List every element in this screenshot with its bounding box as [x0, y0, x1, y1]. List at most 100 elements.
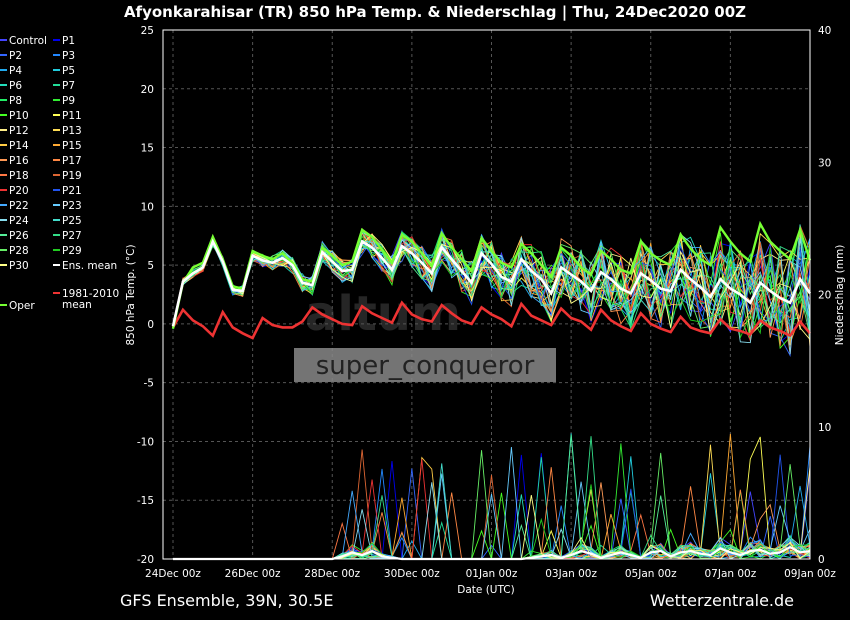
legend-item: P12	[0, 125, 29, 137]
legend-label: P21	[62, 185, 82, 197]
legend-item: P19	[53, 170, 82, 182]
legend-item: P4	[0, 65, 22, 77]
x-axis: 24Dec 00z 26Dec 00z 28Dec 00z 30Dec 00z 01Ja…	[145, 568, 836, 580]
legend-label: P30	[9, 260, 29, 272]
y2-tick-label: 20	[818, 290, 831, 302]
legend-label: P19	[62, 170, 82, 182]
x-tick-label: 30Dec 00z	[384, 568, 440, 580]
legend-label: P13	[62, 125, 82, 137]
y-tick-label: -15	[137, 495, 154, 507]
legend-item: P10	[0, 110, 29, 122]
legend-label: P6	[9, 80, 22, 92]
legend-label: P2	[9, 50, 22, 62]
x-tick-label: 05Jan 00z	[625, 568, 677, 580]
y-tick-label: 25	[141, 25, 154, 37]
legend-label: P14	[9, 140, 29, 152]
legend-item: P27	[53, 230, 82, 242]
y-tick-label: 20	[141, 84, 154, 96]
legend-item: P23	[53, 200, 82, 212]
legend-label: P8	[9, 95, 22, 107]
watermark-user: super_conqueror	[316, 351, 535, 381]
legend-item: P18	[0, 170, 29, 182]
legend-item: P11	[53, 110, 82, 122]
member-line	[172, 235, 811, 341]
legend-item: P9	[53, 95, 75, 107]
member-line	[172, 227, 811, 342]
legend-label: P17	[62, 155, 82, 167]
legend-item: P2	[0, 50, 22, 62]
legend-item: P6	[0, 80, 22, 92]
legend-item: P8	[0, 95, 22, 107]
legend-label: Ens. mean	[62, 260, 117, 272]
member-precip-line	[173, 457, 811, 560]
legend-item: P25	[53, 215, 82, 227]
legend-label: P12	[9, 125, 29, 137]
y-axis-label: 850 hPa Temp. (°C)	[125, 244, 137, 345]
x-tick-label: 07Jan 00z	[704, 568, 756, 580]
legend-item: P29	[53, 245, 82, 257]
climate-mean-line	[171, 300, 811, 340]
legend-item: P21	[53, 185, 82, 197]
y2-tick-label: 0	[818, 554, 825, 566]
legend-item: P3	[53, 50, 75, 62]
legend-item: P24	[0, 215, 29, 227]
legend-label: P11	[62, 110, 82, 122]
member-line	[172, 229, 811, 332]
y-tick-label: -5	[144, 378, 154, 390]
x-tick-label: 28Dec 00z	[304, 568, 360, 580]
legend-item: P30	[0, 260, 29, 272]
legend-label: P29	[62, 245, 82, 257]
legend-item: P17	[53, 155, 82, 167]
footer-right: Wetterzentrale.de	[649, 591, 794, 610]
legend-label: P22	[9, 200, 29, 212]
legend-label: P1	[62, 35, 75, 47]
watermark-box	[294, 348, 556, 382]
legend-item: P13	[53, 125, 82, 137]
y2-tick-label: 10	[818, 422, 831, 434]
legend-label: P27	[62, 230, 82, 242]
x-axis-label: Date (UTC)	[457, 584, 514, 596]
legend-item: Ens. mean	[53, 260, 117, 272]
y-axis: 25 20 15 10 5 0 -5 -10 -15 -20	[137, 25, 154, 566]
legend-label: mean	[62, 299, 92, 311]
member-line	[172, 228, 811, 330]
legend-item: P16	[0, 155, 29, 167]
legend-label: P20	[9, 185, 29, 197]
y-tick-label: -20	[137, 554, 154, 566]
legend-label: P3	[62, 50, 75, 62]
legend-item: P28	[0, 245, 29, 257]
legend-label: Control	[9, 35, 47, 47]
legend-item: P22	[0, 200, 29, 212]
y2-tick-label: 40	[818, 25, 831, 37]
y2-axis: 40 30 20 10 0	[818, 25, 831, 566]
plot-frame	[162, 29, 811, 560]
watermark: altum super_conqueror	[294, 286, 556, 382]
legend-label: P23	[62, 200, 82, 212]
member-precip-line	[173, 456, 811, 560]
x-tick-label: 26Dec 00z	[225, 568, 281, 580]
legend-label: Oper	[9, 300, 35, 312]
y2-tick-label: 30	[818, 157, 831, 169]
member-line	[172, 239, 811, 336]
legend-item: P5	[53, 65, 75, 77]
y-tick-label: 10	[141, 201, 154, 213]
x-tick-label: 09Jan 00z	[784, 568, 836, 580]
legend-label: P25	[62, 215, 82, 227]
x-tick-label: 03Jan 00z	[545, 568, 597, 580]
legend-item: P15	[53, 140, 82, 152]
y-tick-label: -10	[137, 436, 154, 448]
chart-title: Afyonkarahisar (TR) 850 hPa Temp. & Nied…	[124, 3, 746, 22]
legend-item: P26	[0, 230, 29, 242]
legend-label: 1981-2010	[62, 288, 119, 300]
legend-label: P9	[62, 95, 75, 107]
footer-left: GFS Ensemble, 39N, 30.5E	[120, 591, 334, 610]
y-tick-label: 15	[141, 143, 154, 155]
legend-label: P16	[9, 155, 29, 167]
legend-label: P28	[9, 245, 29, 257]
legend: Control P1 P2 P3 P4 P5 P6 P7 P8 P9 P10 P11 P12 P13 P14…	[0, 35, 119, 312]
legend-label: P7	[62, 80, 75, 92]
legend-label: P4	[9, 65, 22, 77]
legend-label: P24	[9, 215, 29, 227]
